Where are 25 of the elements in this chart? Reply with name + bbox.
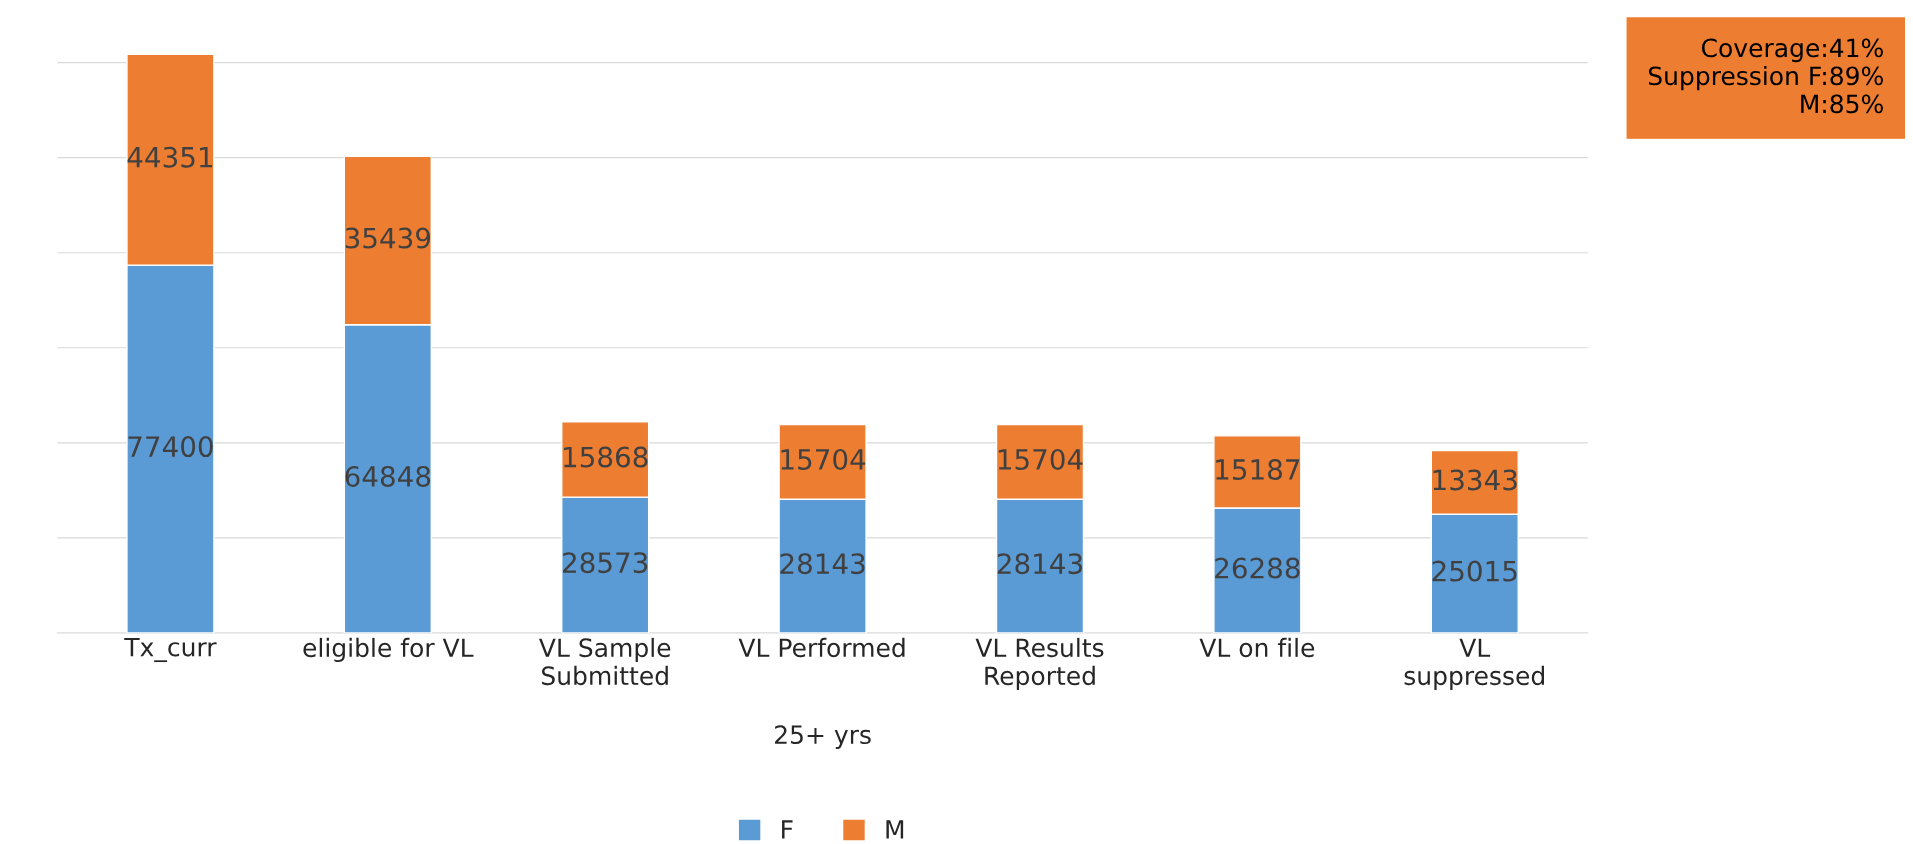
x-axis-title: 25+ yrs	[775, 725, 871, 749]
x-tick-label: VL Sample Submitted	[539, 637, 671, 686]
x-tick-label: eligible for VL	[303, 637, 474, 663]
data-label: 15704	[998, 448, 1083, 470]
x-tick-label: VL suppressed	[1404, 638, 1544, 691]
data-label: 77400	[128, 436, 213, 458]
data-label: 15187	[1216, 458, 1300, 480]
data-label: 15868	[564, 446, 648, 468]
data-label: 64848	[345, 465, 431, 487]
x-tick-label: Tx_curr	[124, 637, 217, 663]
text: Coverage:41%	[1701, 38, 1883, 63]
data-label: 26288	[1215, 557, 1300, 579]
data-label: 28143	[780, 553, 865, 575]
legend-label: M	[886, 820, 904, 839]
data-label: 28573	[563, 552, 648, 574]
legend-label: F	[782, 820, 793, 839]
x-tick-label: VL on file	[1199, 637, 1315, 658]
data-label: 13343	[1433, 469, 1517, 491]
x-tick-label: VL Results Reported	[975, 637, 1104, 691]
x-tick-label: VL Performed	[738, 637, 905, 658]
text: M:85%	[1801, 94, 1883, 114]
data-label: 35439	[345, 227, 431, 249]
data-label: 28143	[997, 553, 1082, 575]
text: Suppression F:89%	[1648, 65, 1883, 91]
data-label: 25015	[1432, 560, 1517, 582]
